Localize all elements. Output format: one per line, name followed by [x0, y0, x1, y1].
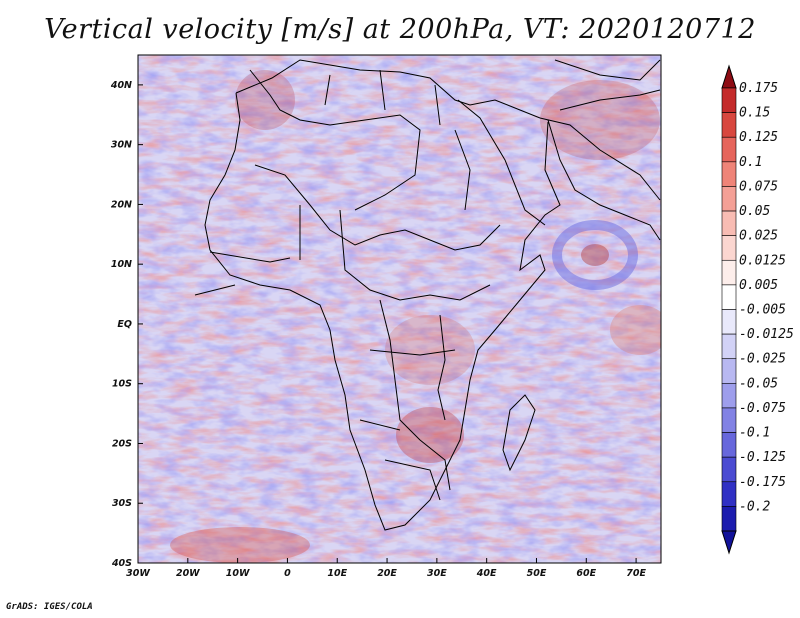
colorbar-bin	[721, 259, 737, 286]
lon-tick-label: 40E	[476, 568, 497, 579]
plot-frame	[137, 54, 662, 564]
lon-tick-label: 70E	[626, 568, 646, 579]
colorbar-bin	[721, 309, 737, 335]
colorbar-bin	[721, 432, 737, 458]
colorbar-label: 0.175	[739, 81, 778, 96]
lat-tick-label: 40N	[110, 80, 132, 91]
colorbar-bin	[721, 87, 737, 113]
lon-tick-label: 10E	[327, 568, 347, 579]
colorbar-bin	[721, 481, 737, 507]
lon-tick-label: 30W	[126, 568, 150, 579]
colorbar-bottom-arrow	[721, 530, 737, 555]
latitude-axis: 40N 30N 20N 10N EQ 10S 20S 30S 40S	[110, 80, 143, 569]
lat-tick-label: 10S	[112, 379, 132, 390]
colorbar-bin	[721, 210, 737, 236]
colorbar-label: -0.2	[739, 499, 770, 514]
vertical-velocity-field	[138, 55, 661, 563]
coastlines	[194, 59, 661, 531]
lat-tick-label: EQ	[117, 319, 132, 330]
lon-tick-label: 20W	[176, 568, 200, 579]
colorbar-label: -0.075	[739, 401, 786, 416]
colorbar: 0.175 0.15 0.125 0.1 0.075 0.05 0.025 0.0125 0.0…	[721, 64, 794, 555]
colorbar-bin	[721, 161, 737, 187]
colorbar-bin	[721, 136, 737, 163]
colorbar-bin	[721, 456, 737, 483]
colorbar-label: -0.1	[739, 426, 770, 441]
lon-tick-label: 30E	[427, 568, 447, 579]
colorbar-label: 0.1	[739, 155, 762, 170]
lon-tick-label: 60E	[576, 568, 596, 579]
lat-tick-label: 20S	[112, 438, 132, 449]
colorbar-label: 0.0125	[739, 253, 786, 268]
colorbar-bin	[721, 506, 737, 532]
colorbar-label: -0.125	[739, 450, 786, 465]
colorbar-bin	[721, 358, 737, 384]
lat-tick-label: 30S	[112, 498, 132, 509]
colorbar-label: 0.05	[739, 204, 770, 219]
colorbar-label: -0.025	[739, 352, 786, 367]
colorbar-bin	[721, 383, 737, 409]
chart-title: Vertical velocity [m/s] at 200hPa, VT: 2…	[44, 14, 756, 45]
lon-tick-label: 0	[284, 568, 291, 579]
colorbar-top-arrow	[721, 64, 737, 89]
lat-tick-label: 40S	[111, 558, 132, 569]
colorbar-bin	[721, 112, 737, 138]
colorbar-bin	[721, 186, 737, 212]
colorbar-label: 0.15	[739, 106, 770, 121]
colorbar-bin	[721, 235, 737, 261]
lat-tick-label: 30N	[111, 140, 132, 151]
colorbar-bin	[721, 284, 737, 310]
lon-tick-label: 50E	[527, 568, 547, 579]
colorbar-bin	[721, 407, 737, 433]
colorbar-label: 0.125	[739, 130, 778, 145]
colorbar-label: -0.05	[739, 376, 778, 391]
credit-text: GrADS: IGES/COLA	[6, 602, 93, 612]
colorbar-label: 0.075	[739, 179, 778, 194]
colorbar-label: -0.005	[739, 303, 786, 318]
colorbar-label: 0.025	[739, 229, 778, 244]
colorbar-label: -0.0125	[739, 327, 794, 342]
lat-tick-label: 20N	[111, 199, 132, 210]
colorbar-label: 0.005	[739, 278, 778, 293]
longitude-axis: 30W 20W 10W 0 10E 20E 30E 40E 50E 60E 70E	[126, 558, 646, 579]
colorbar-label: -0.175	[739, 475, 786, 490]
lon-tick-label: 20E	[377, 568, 397, 579]
lat-tick-label: 10N	[111, 259, 132, 270]
colorbar-bin	[721, 333, 737, 360]
lon-tick-label: 10W	[226, 568, 250, 579]
